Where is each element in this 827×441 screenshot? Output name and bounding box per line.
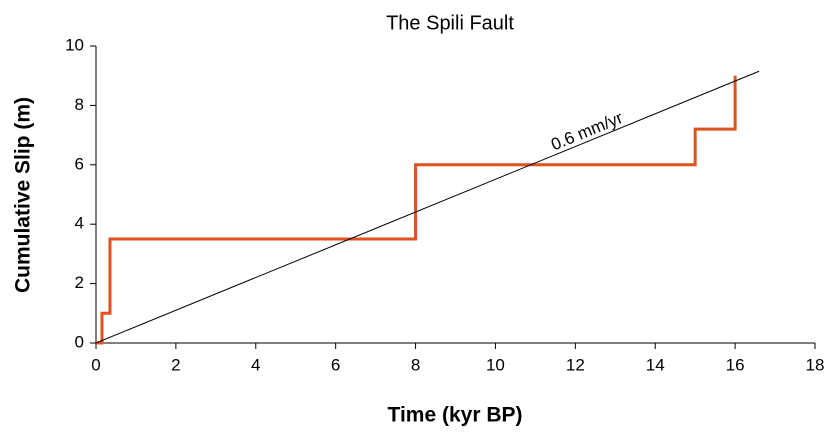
chart-title: The Spili Fault [386, 12, 514, 34]
x-tick-label: 4 [251, 355, 260, 374]
y-axis-label: Cumulative Slip (m) [12, 97, 35, 293]
data-line [96, 75, 737, 345]
x-axis-label: Time (kyr BP) [388, 404, 523, 427]
y-tick-label: 10 [65, 35, 84, 54]
x-tick-label: 12 [566, 355, 585, 374]
x-tick-label: 10 [486, 355, 505, 374]
x-tick-label: 2 [171, 355, 180, 374]
x-tick-label: 0 [91, 355, 100, 374]
y-tick-label: 4 [75, 214, 84, 233]
data-line [95, 70, 760, 344]
x-tick-label: 8 [411, 355, 420, 374]
y-tick-label: 2 [75, 273, 84, 292]
y-tick-label: 8 [75, 95, 84, 114]
x-tick-label: 14 [646, 355, 665, 374]
x-tick-label: 16 [726, 355, 745, 374]
x-tick-label: 6 [331, 355, 340, 374]
y-tick-label: 6 [75, 154, 84, 173]
y-tick-label: 0 [75, 332, 84, 351]
x-tick-label: 18 [806, 355, 825, 374]
